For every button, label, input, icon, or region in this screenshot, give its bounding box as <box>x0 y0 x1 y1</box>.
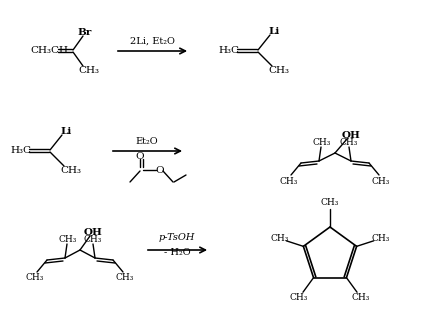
Text: CH₃: CH₃ <box>268 66 290 74</box>
Text: Et₂O: Et₂O <box>136 137 158 146</box>
Text: CH₃: CH₃ <box>352 293 370 303</box>
Text: CH₃: CH₃ <box>116 273 134 282</box>
Text: OH: OH <box>342 130 360 139</box>
Text: CH₃: CH₃ <box>84 235 102 243</box>
Text: Li: Li <box>60 126 72 136</box>
Text: CH₃: CH₃ <box>371 234 390 243</box>
Text: CH₃: CH₃ <box>321 197 339 206</box>
Text: - H₂O: - H₂O <box>164 248 190 256</box>
Text: CH₃: CH₃ <box>340 138 358 146</box>
Text: OH: OH <box>83 227 102 236</box>
Text: 2Li, Et₂O: 2Li, Et₂O <box>130 36 174 45</box>
Text: Li: Li <box>268 27 279 36</box>
Text: H₃C: H₃C <box>10 146 31 154</box>
Text: CH₃: CH₃ <box>60 166 81 175</box>
Text: CH₃: CH₃ <box>59 235 77 243</box>
Text: Br: Br <box>78 28 92 36</box>
Text: CH₃: CH₃ <box>26 273 44 282</box>
Text: H₃C: H₃C <box>218 45 239 54</box>
Text: CH₃: CH₃ <box>271 234 289 243</box>
Text: CH₃: CH₃ <box>372 176 390 185</box>
Text: CH₃: CH₃ <box>313 138 331 146</box>
Text: CH₃CH: CH₃CH <box>30 45 68 54</box>
Text: CH₃: CH₃ <box>280 176 298 185</box>
Text: O: O <box>136 151 144 160</box>
Text: p-TsOH: p-TsOH <box>159 232 195 242</box>
Text: O: O <box>155 166 164 175</box>
Text: CH₃: CH₃ <box>78 66 100 74</box>
Text: CH₃: CH₃ <box>290 293 308 303</box>
